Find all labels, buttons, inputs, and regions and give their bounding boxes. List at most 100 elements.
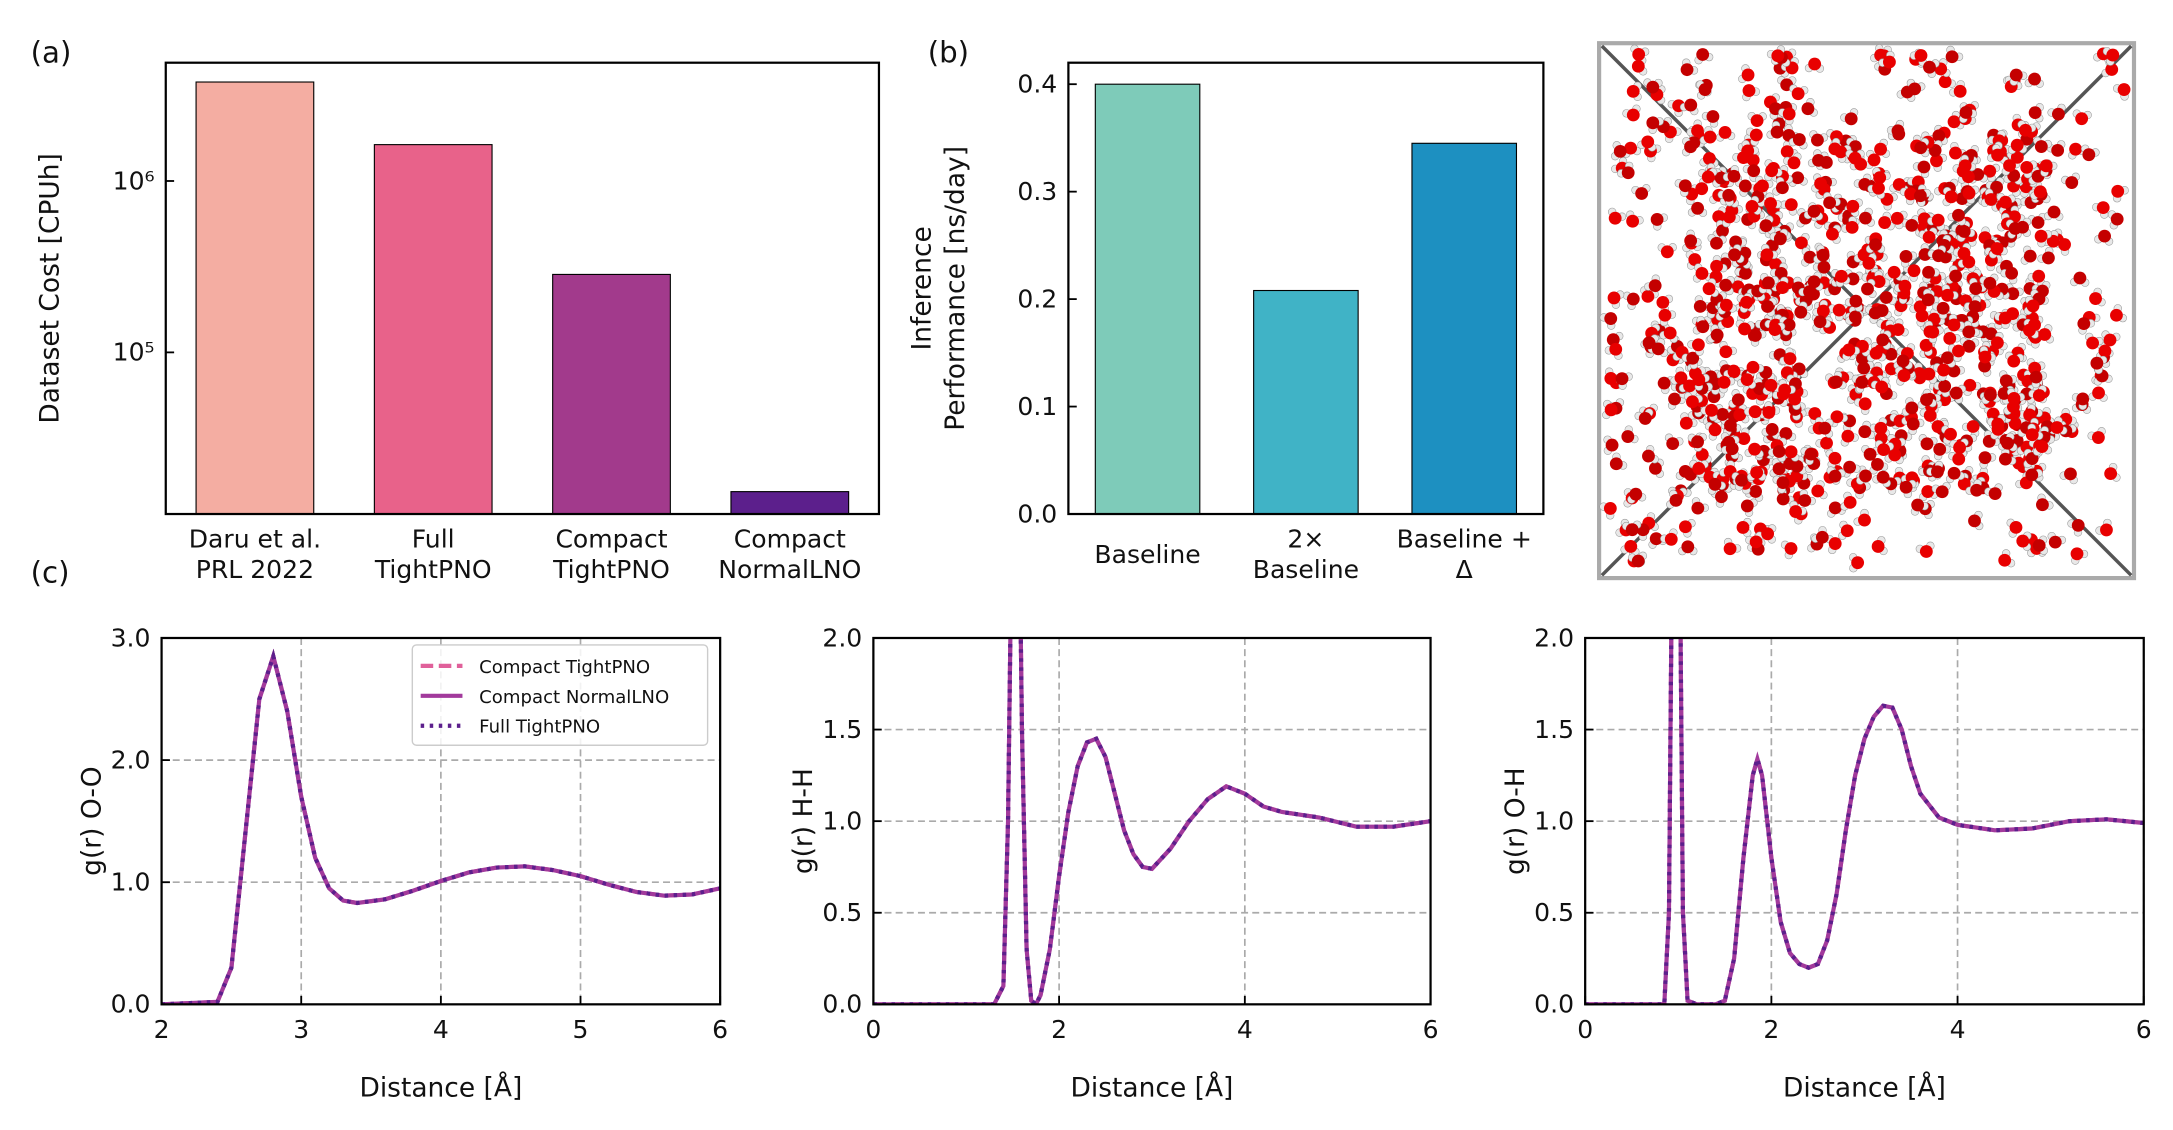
oxygen (1858, 513, 1871, 527)
oxygen (1715, 490, 1728, 504)
oxygen (1832, 303, 1846, 317)
oxygen (1708, 477, 1722, 491)
y-tick-label: 0.5 (822, 898, 862, 927)
oxygen (1826, 227, 1839, 241)
oxygen (1801, 102, 1815, 116)
oxygen (2048, 535, 2062, 549)
oxygen (1750, 466, 1764, 479)
x-tick-label: 2 (1051, 1015, 1067, 1044)
oxygen (1681, 540, 1695, 554)
oxygen (1692, 373, 1706, 387)
oxygen (1930, 154, 1943, 168)
oxygen (1941, 351, 1954, 365)
bar (1253, 289, 1359, 515)
oxygen (1941, 288, 1954, 302)
oxygen (1695, 182, 1709, 196)
oxygen (1829, 375, 1843, 389)
oxygen (1938, 75, 1952, 89)
x-tick-label: Baseline (1094, 540, 1200, 569)
oxygen (1745, 200, 1759, 213)
legend-box (411, 644, 709, 746)
oxygen (1820, 436, 1833, 450)
oxygen (1928, 144, 1942, 157)
oxygen (1684, 140, 1697, 154)
oxygen (1869, 346, 1883, 360)
x-tick-label: 2 (1763, 1015, 1779, 1044)
oxygen (2003, 159, 2016, 172)
oxygen (2029, 370, 2043, 384)
oxygen (1868, 306, 1882, 320)
oxygen (1918, 248, 1932, 261)
oxygen (1791, 171, 1805, 185)
oxygen (1953, 84, 1967, 98)
oxygen (2073, 271, 2087, 285)
axes-frame (872, 636, 1432, 1006)
oxygen (1921, 485, 1935, 498)
oxygen (1641, 135, 1655, 149)
oxygen (1678, 179, 1692, 193)
oxygen (2023, 249, 2037, 263)
oxygen (1849, 294, 1863, 308)
oxygen (2008, 416, 2022, 430)
oxygen (1857, 361, 1871, 375)
oxygen (1991, 148, 2005, 162)
oxygen (2052, 107, 2065, 121)
oxygen (1782, 318, 1796, 332)
oxygen (1906, 417, 1920, 431)
oxygen (1859, 469, 1872, 483)
oxygen (1733, 408, 1747, 422)
x-tick-label: Daru et al. PRL 2022 (189, 524, 321, 584)
oxygen (1646, 80, 1660, 94)
oxygen (1907, 264, 1921, 278)
oxygen (1949, 146, 1962, 160)
oxygen (1874, 142, 1887, 156)
oxygen (1727, 169, 1741, 183)
oxygen (2051, 143, 2065, 157)
oxygen (1691, 435, 1704, 449)
oxygen (1947, 115, 1961, 129)
oxygen (1845, 220, 1859, 234)
oxygen (2047, 205, 2061, 219)
oxygen (2050, 421, 2064, 434)
oxygen (1624, 141, 1638, 155)
oxygen (1761, 300, 1774, 313)
axes-frame (1584, 636, 2145, 1006)
oxygen (1749, 485, 1763, 498)
oxygen (1922, 230, 1936, 244)
oxygen (1638, 412, 1652, 425)
oxygen (1725, 442, 1739, 456)
oxygen (1747, 164, 1761, 178)
oxygen (1705, 403, 1718, 417)
y-tick-label: 0.2 (1017, 284, 1057, 313)
y-tick-label: 2.0 (111, 745, 151, 774)
oxygen (2098, 344, 2112, 358)
oxygen (1877, 443, 1891, 457)
oxygen (1791, 87, 1805, 101)
oxygen (1874, 421, 1888, 435)
y-tick-label: 2.0 (1534, 623, 1574, 652)
oxygen (1774, 267, 1788, 280)
oxygen (1970, 483, 1984, 497)
oxygen (1784, 542, 1798, 555)
oxygen (1953, 441, 1966, 454)
y-tick-label: 1.0 (822, 807, 862, 836)
oxygen (1772, 445, 1786, 458)
oxygen (1740, 499, 1754, 513)
oxygen (1808, 57, 1822, 71)
oxygen (1710, 328, 1724, 342)
oxygen (1708, 423, 1722, 437)
oxygen (2019, 123, 2032, 137)
oxygen (1848, 151, 1862, 165)
oxygen (2064, 467, 2077, 481)
oxygen (1764, 378, 1778, 392)
oxygen (1968, 300, 1982, 314)
oxygen (1780, 145, 1794, 159)
oxygen (1933, 442, 1947, 456)
y-tick-label: 10⁵ (113, 338, 155, 367)
y-tick-label: 0.1 (1017, 392, 1057, 421)
x-tick-label: Full TightPNO (374, 524, 492, 584)
oxygen (1896, 354, 1910, 368)
oxygen (1716, 224, 1729, 238)
oxygen (1814, 177, 1827, 191)
